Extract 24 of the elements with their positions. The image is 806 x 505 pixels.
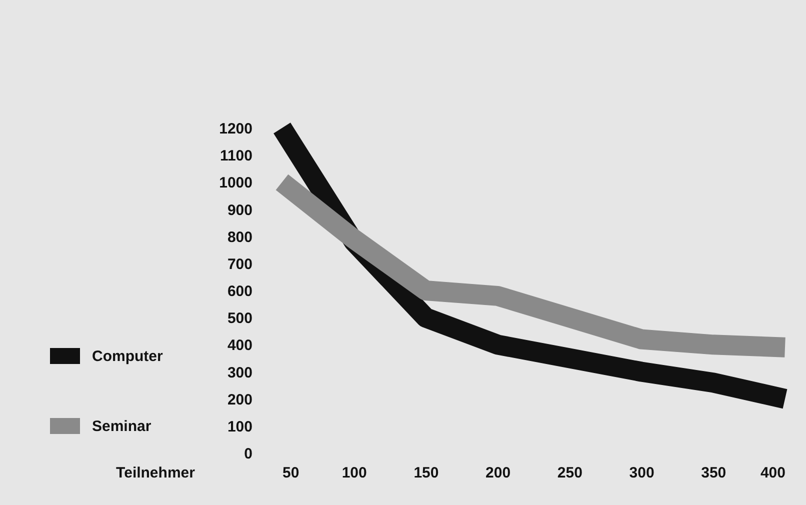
x-tick-label: 400 bbox=[760, 464, 786, 482]
y-tick-label: 1000 bbox=[219, 174, 252, 192]
y-tick-label: 500 bbox=[227, 310, 252, 328]
y-tick-label: 700 bbox=[227, 256, 252, 273]
x-tick-label: 300 bbox=[629, 464, 654, 482]
x-tick-label: 200 bbox=[486, 464, 511, 482]
x-tick-label: 150 bbox=[414, 464, 439, 482]
y-tick-label: 400 bbox=[227, 337, 252, 354]
x-tick-label: 100 bbox=[342, 464, 367, 482]
x-tick-label: 250 bbox=[557, 464, 582, 482]
legend-label: Seminar bbox=[92, 418, 152, 435]
y-tick-label: 800 bbox=[227, 228, 252, 246]
y-tick-label: 0 bbox=[244, 446, 252, 462]
y-tick-label: 100 bbox=[227, 418, 252, 436]
x-axis-title: Teilnehmer bbox=[116, 464, 196, 482]
y-tick-label: 600 bbox=[227, 283, 252, 300]
y-tick-label: 300 bbox=[227, 364, 252, 382]
x-tick-label: 350 bbox=[701, 464, 726, 482]
y-tick-label: 200 bbox=[227, 391, 252, 408]
y-tick-label: 900 bbox=[227, 202, 252, 219]
x-tick-label: 50 bbox=[282, 464, 300, 482]
y-tick-label: 1100 bbox=[220, 148, 252, 165]
legend-label: Computer bbox=[92, 348, 163, 365]
y-tick-label: 1200 bbox=[219, 120, 252, 138]
